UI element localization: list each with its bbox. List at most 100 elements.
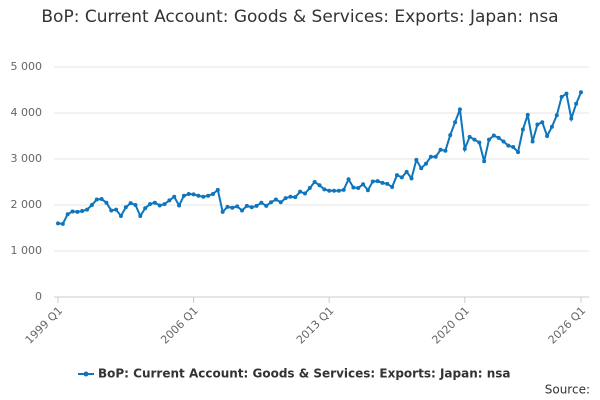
point	[56, 221, 60, 226]
point	[89, 203, 94, 207]
point	[186, 191, 191, 196]
point	[312, 180, 317, 184]
point	[496, 135, 501, 140]
point	[549, 124, 554, 129]
point	[143, 206, 148, 211]
point	[278, 200, 283, 205]
point	[564, 91, 569, 96]
y-tick-label: 5 000	[11, 60, 43, 73]
point	[307, 185, 312, 190]
point	[167, 198, 172, 203]
point	[148, 202, 153, 207]
point	[225, 204, 230, 209]
point	[220, 209, 225, 214]
point	[535, 122, 540, 127]
x-tick-label: 2026 Q1	[546, 304, 589, 347]
point	[540, 120, 545, 125]
point	[293, 195, 298, 200]
point	[118, 214, 123, 219]
point	[317, 183, 322, 188]
point	[133, 203, 138, 207]
point	[269, 200, 274, 205]
point	[390, 185, 395, 190]
point	[579, 90, 583, 95]
point	[114, 207, 119, 212]
point	[273, 197, 278, 202]
point	[394, 173, 399, 178]
point	[215, 187, 220, 192]
legend-label: BoP: Current Account: Goods & Services: …	[98, 367, 511, 381]
point	[60, 221, 65, 226]
point	[288, 194, 293, 199]
point	[85, 207, 90, 212]
x-tick-label: 2020 Q1	[429, 304, 472, 347]
point	[332, 188, 337, 193]
point	[264, 203, 269, 208]
point	[569, 116, 574, 121]
point	[336, 188, 341, 193]
legend-marker	[83, 371, 89, 377]
point	[361, 182, 366, 187]
point	[341, 187, 346, 192]
point	[230, 205, 235, 210]
point	[559, 94, 564, 99]
point	[123, 205, 128, 210]
point	[94, 197, 99, 202]
point	[414, 157, 419, 162]
point	[128, 201, 133, 206]
point	[302, 191, 307, 196]
point	[472, 137, 477, 142]
point	[365, 188, 370, 193]
source: Source:	[545, 383, 590, 397]
point	[346, 177, 351, 182]
point	[453, 120, 458, 125]
point	[419, 166, 424, 171]
point	[520, 127, 525, 132]
point	[152, 200, 157, 205]
point	[235, 204, 240, 209]
point	[327, 188, 332, 193]
y-tick-label: 2 000	[11, 198, 43, 211]
point	[298, 189, 303, 194]
point	[443, 148, 448, 153]
point	[511, 145, 516, 150]
point	[254, 203, 259, 208]
chart-title: BoP: Current Account: Goods & Services: …	[41, 7, 559, 27]
point	[210, 191, 215, 196]
point	[457, 107, 462, 112]
x-tick-label: 2006 Q1	[158, 304, 201, 347]
x-tick-label: 1999 Q1	[23, 304, 66, 347]
point	[375, 179, 380, 184]
point	[399, 175, 404, 180]
point	[75, 209, 80, 214]
point	[196, 193, 201, 198]
point	[491, 133, 496, 138]
point	[433, 154, 438, 159]
point	[438, 147, 443, 152]
point	[380, 180, 385, 185]
point	[370, 179, 375, 184]
point	[191, 192, 196, 197]
point	[157, 203, 162, 208]
point	[477, 140, 482, 145]
point	[404, 169, 409, 174]
point	[516, 150, 521, 155]
point	[249, 205, 254, 210]
y-tick-label: 1 000	[11, 244, 43, 257]
point	[486, 137, 491, 142]
point	[99, 197, 104, 202]
point	[206, 193, 211, 198]
point	[545, 134, 550, 138]
point	[525, 112, 530, 117]
point	[385, 181, 390, 186]
point	[574, 101, 579, 106]
point	[240, 208, 245, 213]
point	[65, 212, 70, 217]
point	[201, 194, 206, 199]
point	[351, 185, 356, 190]
point	[448, 133, 453, 138]
point	[501, 139, 506, 144]
point	[244, 203, 249, 208]
